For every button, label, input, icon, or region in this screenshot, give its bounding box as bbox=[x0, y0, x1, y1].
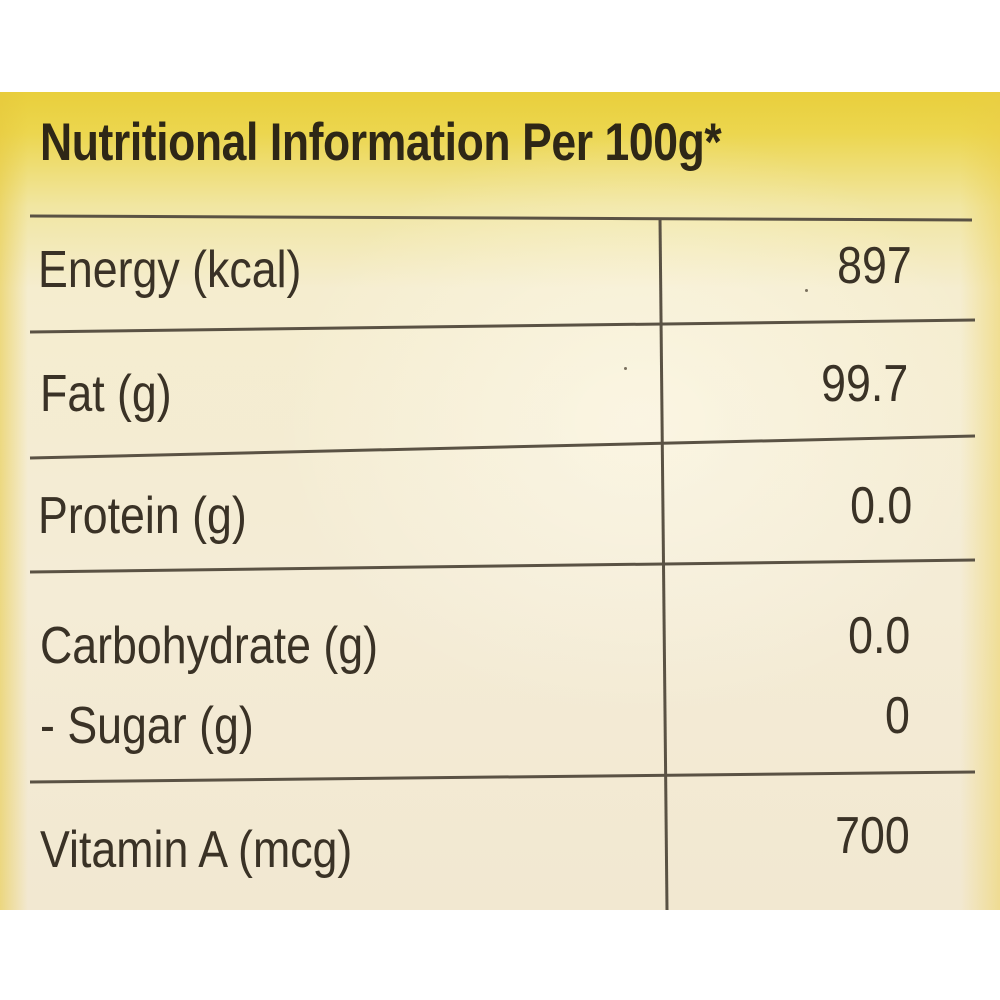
print-speck bbox=[624, 367, 627, 370]
rule-top bbox=[29, 214, 973, 222]
row-value-fat: 99.7 bbox=[820, 355, 908, 413]
row-label-energy: Energy (kcal) bbox=[38, 241, 302, 299]
row-label-vitamin-a: Vitamin A (mcg) bbox=[40, 821, 353, 879]
row-value-energy: 897 bbox=[837, 237, 912, 295]
row-value-protein: 0.0 bbox=[849, 477, 912, 535]
table-rules bbox=[29, 214, 976, 910]
rule-2 bbox=[29, 434, 976, 460]
rule-1 bbox=[29, 318, 976, 334]
rule-3 bbox=[29, 558, 976, 574]
print-speck bbox=[805, 289, 808, 292]
row-value-vitamin-a: 700 bbox=[835, 807, 910, 865]
rule-4 bbox=[29, 770, 976, 784]
column-divider bbox=[658, 217, 669, 910]
nutrition-label-photo: Nutritional Information Per 100g* Energy… bbox=[0, 92, 1000, 910]
row-label-fat: Fat (g) bbox=[40, 365, 172, 423]
row-label-sugar: - Sugar (g) bbox=[40, 697, 254, 755]
table-title: Nutritional Information Per 100g* bbox=[40, 113, 722, 172]
row-label-carbohydrate: Carbohydrate (g) bbox=[40, 617, 379, 675]
row-value-sugar: 0 bbox=[885, 687, 910, 745]
row-label-protein: Protein (g) bbox=[38, 487, 247, 545]
row-value-carbohydrate: 0.0 bbox=[847, 607, 910, 665]
